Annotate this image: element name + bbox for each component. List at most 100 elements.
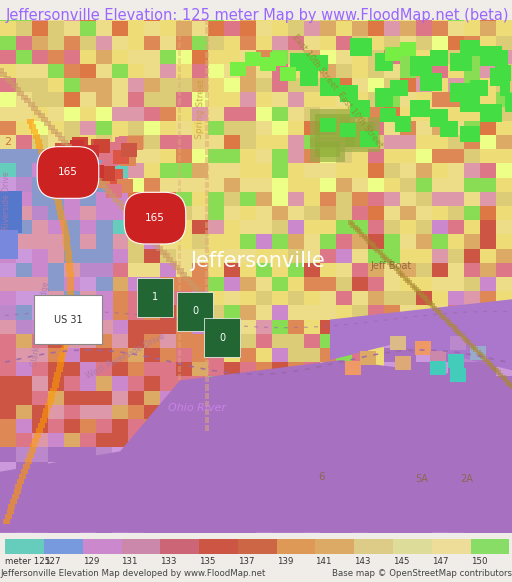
Bar [336, 276, 353, 291]
Bar [368, 333, 385, 348]
Bar [368, 105, 385, 121]
Bar [107, 169, 123, 184]
Bar [288, 49, 305, 64]
Bar [400, 0, 417, 7]
Bar [48, 219, 65, 235]
Bar [240, 247, 257, 262]
Bar [208, 347, 225, 362]
Bar [64, 333, 81, 348]
Bar [352, 489, 369, 504]
Bar [320, 460, 337, 475]
Bar [432, 404, 449, 419]
Bar [49, 180, 56, 184]
Bar [224, 475, 241, 490]
Bar [432, 333, 449, 348]
Bar [350, 38, 372, 56]
Bar [128, 517, 145, 533]
Bar [102, 185, 109, 190]
Bar [136, 223, 143, 228]
Bar [391, 264, 396, 269]
Bar [448, 191, 465, 206]
Bar [464, 375, 481, 391]
Bar [224, 460, 241, 475]
Bar [16, 77, 33, 93]
Bar [352, 318, 369, 333]
Bar [400, 404, 417, 419]
Bar [96, 347, 113, 362]
Bar [48, 290, 65, 306]
Bar [96, 503, 113, 519]
Bar [48, 0, 65, 7]
Bar [32, 205, 49, 220]
Bar [448, 219, 465, 235]
Bar [57, 146, 73, 160]
Bar [80, 205, 97, 220]
Bar [62, 337, 70, 342]
Bar [32, 233, 49, 249]
Bar [448, 333, 465, 348]
Bar [384, 91, 401, 107]
Bar [240, 290, 257, 306]
Bar [368, 0, 385, 7]
Bar [464, 49, 481, 64]
Bar [128, 262, 145, 277]
Bar [0, 191, 22, 233]
Bar [94, 139, 110, 153]
Bar [270, 52, 286, 66]
Bar [64, 191, 81, 206]
Bar [176, 290, 193, 306]
Bar [32, 120, 49, 135]
Bar [96, 105, 113, 121]
Bar [16, 318, 33, 333]
Bar [112, 205, 129, 220]
Bar [450, 336, 466, 350]
Bar [4, 519, 10, 524]
Bar [160, 191, 177, 206]
Bar [368, 347, 385, 362]
Bar [192, 233, 209, 249]
Bar [96, 34, 113, 50]
Bar [368, 247, 385, 262]
Bar [64, 0, 81, 7]
Bar [480, 475, 497, 490]
Bar [192, 276, 209, 291]
Bar [0, 120, 17, 135]
Bar [416, 489, 433, 504]
Bar [395, 116, 411, 132]
Bar [464, 361, 481, 377]
Bar [0, 276, 17, 291]
Bar [416, 404, 433, 419]
Bar [144, 375, 161, 391]
Bar [385, 257, 390, 262]
Bar [510, 384, 512, 389]
Bar [178, 301, 181, 307]
Bar [208, 276, 225, 291]
Bar [91, 139, 107, 153]
Bar [416, 91, 433, 107]
Bar [32, 191, 49, 206]
Bar [48, 361, 65, 377]
Bar [448, 176, 465, 191]
Bar [464, 205, 481, 220]
Bar [67, 281, 74, 286]
Text: 165: 165 [145, 213, 165, 223]
Bar [384, 432, 401, 448]
Bar [336, 233, 353, 249]
Bar [368, 176, 385, 191]
Bar [128, 475, 145, 490]
Bar [192, 446, 209, 462]
Bar [34, 433, 41, 438]
Bar [464, 247, 481, 262]
Bar [32, 475, 49, 490]
Bar [176, 347, 193, 362]
Bar [320, 162, 337, 178]
Bar [416, 418, 433, 433]
Bar [304, 389, 321, 404]
Bar [0, 134, 17, 149]
Bar [38, 113, 45, 119]
Bar [66, 306, 73, 311]
Bar [48, 503, 65, 519]
Bar [64, 233, 81, 249]
Bar [178, 253, 181, 259]
Bar [16, 6, 33, 22]
